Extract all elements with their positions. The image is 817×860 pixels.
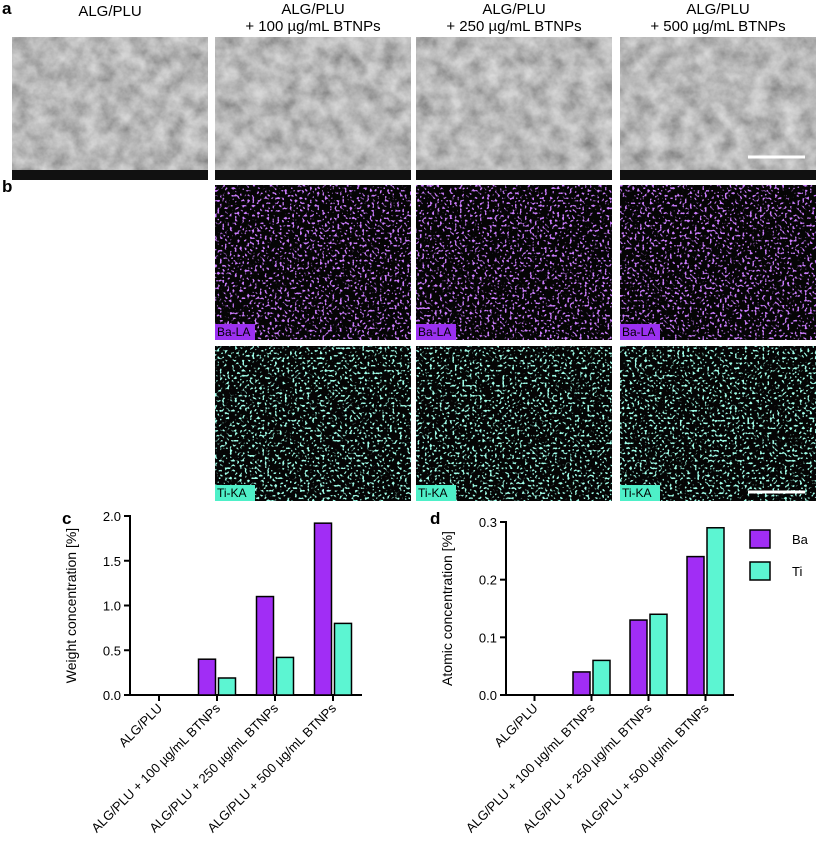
panel-label: c — [62, 509, 71, 528]
eds-label: Ti-KA — [217, 486, 247, 500]
sem-image — [620, 37, 816, 180]
bar — [649, 613, 668, 696]
y-tick-label: 1.5 — [103, 554, 121, 569]
column-header: ALG/PLU — [281, 1, 344, 18]
x-tick-label: ALG/PLU + 500 µg/mL BTNPs — [204, 700, 339, 835]
eds-label: Ti-KA — [622, 486, 652, 500]
y-axis-label: Weight concentration [%] — [63, 528, 79, 683]
y-tick-label: 2.0 — [103, 509, 121, 524]
legend-label: Ti — [792, 564, 802, 579]
sem-info-bar — [12, 170, 208, 180]
eds-map-dots — [416, 346, 612, 501]
panel-label: a — [2, 0, 12, 18]
sem-image — [215, 37, 411, 180]
bar — [275, 656, 295, 696]
sem-info-bar — [416, 170, 612, 180]
eds-label: Ba-LA — [217, 325, 250, 339]
bar — [197, 658, 217, 696]
eds-label-bg — [620, 324, 660, 340]
x-tick-label: ALG/PLU — [491, 701, 540, 750]
eds-label: Ba-LA — [418, 325, 451, 339]
panel-label: d — [430, 509, 440, 528]
legend-swatch — [749, 561, 771, 581]
y-tick-label: 0.2 — [479, 573, 497, 588]
legend-swatch — [749, 529, 771, 549]
bar — [333, 622, 353, 696]
eds-label: Ti-KA — [418, 486, 448, 500]
bar — [592, 659, 611, 696]
column-header: + 500 µg/mL BTNPs — [650, 18, 785, 35]
eds-label-bg — [416, 485, 456, 501]
eds-label-bg — [416, 324, 456, 340]
eds-map-dots — [416, 185, 612, 340]
sem-info-bar — [620, 170, 816, 180]
legend-label: Ba — [792, 532, 809, 547]
bar — [217, 677, 237, 696]
eds-map-dots — [215, 346, 411, 501]
column-header: + 250 µg/mL BTNPs — [446, 18, 581, 35]
eds-map-dots — [620, 185, 816, 340]
eds-label-bg — [215, 485, 255, 501]
sem-image — [12, 37, 208, 180]
sem-image — [416, 37, 612, 180]
column-header: ALG/PLU — [78, 3, 141, 20]
bar — [572, 671, 591, 696]
x-tick-label: ALG/PLU — [116, 701, 165, 750]
eds-label-bg — [215, 324, 255, 340]
bar — [313, 522, 333, 696]
y-tick-label: 0.0 — [479, 688, 497, 703]
y-tick-label: 0.1 — [479, 630, 497, 645]
y-axis-label: Atomic concentration [%] — [439, 531, 455, 686]
column-header: ALG/PLU — [482, 1, 545, 18]
bar — [255, 595, 275, 696]
column-header: + 100 µg/mL BTNPs — [245, 18, 380, 35]
bar — [629, 619, 648, 696]
column-header: ALG/PLU — [686, 1, 749, 18]
eds-label-bg — [620, 485, 660, 501]
eds-label: Ba-LA — [622, 325, 655, 339]
sem-info-bar — [215, 170, 411, 180]
y-tick-label: 0.3 — [479, 515, 497, 530]
eds-map-dots — [215, 185, 411, 340]
bar — [706, 527, 725, 696]
y-tick-label: 0.0 — [103, 688, 121, 703]
eds-map-dots — [620, 346, 816, 501]
panel-label: b — [2, 177, 12, 196]
y-tick-label: 0.5 — [103, 643, 121, 658]
y-tick-label: 1.0 — [103, 599, 121, 614]
bar — [686, 555, 705, 696]
